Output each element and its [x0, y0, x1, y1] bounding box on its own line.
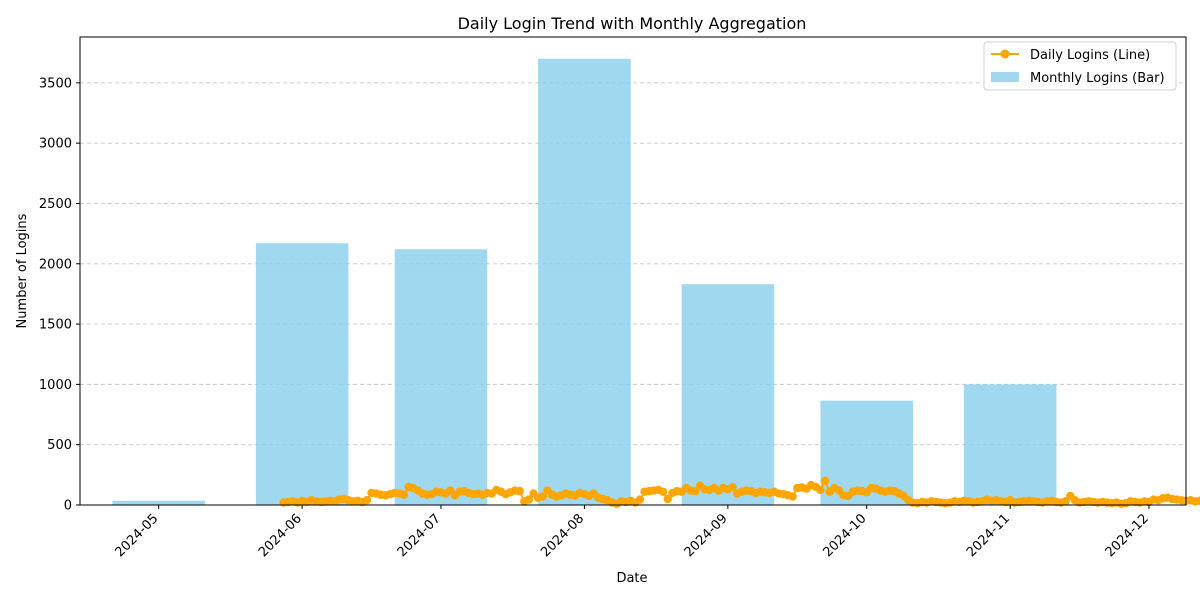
y-tick-label: 0 [64, 499, 72, 514]
x-tick-label: 2024-06 [256, 511, 305, 560]
monthly-bar [255, 243, 349, 505]
x-ticks: 2024-05 2024-06 2024-07 2024-08 2024-09 2024-… [112, 505, 1152, 560]
y-axis-label: Number of Logins [15, 213, 30, 328]
x-tick-label: 2024-05 [112, 511, 161, 560]
y-tick-label: 3000 [39, 137, 72, 152]
x-tick-label: 2024-12 [1103, 511, 1152, 560]
plot-frame [79, 36, 1187, 506]
daily-point [788, 492, 797, 501]
monthly-bar [681, 284, 775, 505]
monthly-bar [394, 249, 488, 505]
monthly-bars [112, 58, 1057, 506]
legend-line-label: Daily Logins (Line) [1030, 48, 1150, 63]
monthly-bar [963, 384, 1057, 505]
daily-point [515, 486, 524, 496]
legend-bar-label: Monthly Logins (Bar) [1030, 71, 1165, 86]
chart-title: Daily Login Trend with Monthly Aggregati… [458, 14, 807, 33]
daily-point [1195, 496, 1200, 505]
monthly-bar [538, 58, 631, 506]
y-tick-label: 2500 [39, 197, 72, 212]
legend-line-marker [1000, 49, 1010, 59]
legend-bar-swatch [991, 72, 1019, 82]
y-tick-label: 1000 [39, 378, 72, 393]
x-tick-label: 2024-09 [682, 511, 731, 560]
x-axis-label: Date [616, 571, 647, 586]
y-tick-label: 2000 [39, 257, 72, 272]
legend-box [983, 41, 1177, 91]
x-tick-label: 2024-11 [964, 511, 1013, 560]
y-tick-label: 1500 [39, 318, 72, 333]
x-tick-label: 2024-08 [538, 511, 587, 560]
y-tick-label: 3500 [39, 76, 72, 91]
daily-point [399, 490, 409, 499]
daily-line [279, 476, 1200, 508]
y-tick-label: 500 [47, 438, 72, 453]
daily-point [663, 494, 672, 504]
legend: Daily Logins (Line) Monthly Logins (Bar) [983, 41, 1177, 91]
daily-point [820, 476, 830, 486]
x-tick-label: 2024-07 [395, 511, 444, 560]
axes [79, 36, 1187, 506]
daily-point [635, 495, 645, 504]
x-tick-label: 2024-10 [821, 511, 870, 560]
daily-point [728, 482, 737, 492]
daily-point [362, 495, 372, 505]
y-ticks: 0 500 1000 1500 2000 2500 3000 3500 [39, 76, 80, 514]
daily-point [538, 492, 547, 501]
daily-point [658, 487, 668, 496]
daily-point [524, 495, 534, 504]
daily-point [816, 485, 825, 495]
monthly-bar [112, 500, 205, 505]
